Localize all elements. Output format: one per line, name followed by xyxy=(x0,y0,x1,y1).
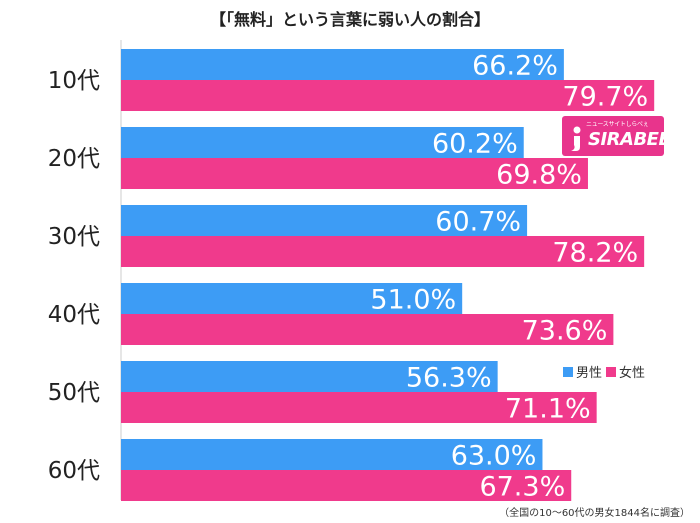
bar-label-male: 60.7% xyxy=(435,207,521,238)
bar-female xyxy=(121,80,655,111)
bar-male xyxy=(121,205,528,236)
bar-label-male: 66.2% xyxy=(472,51,558,82)
bar-female xyxy=(121,392,597,423)
bar-label-female: 69.8% xyxy=(496,160,582,191)
bar-female xyxy=(121,236,645,267)
bar-label-female: 71.1% xyxy=(505,394,591,425)
bar-male xyxy=(121,127,524,158)
logo-tagline: ニュースサイトしらべぇ xyxy=(586,121,649,128)
logo-i-icon xyxy=(571,126,581,151)
bar-label-female: 73.6% xyxy=(522,316,608,347)
bar-label-male: 51.0% xyxy=(370,285,456,316)
legend-male-label: 男性 xyxy=(576,366,603,381)
survey-note: （全国の10～60代の男女1844名に調査） xyxy=(499,508,690,519)
bar-label-male: 63.0% xyxy=(451,441,537,472)
category-label: 50代 xyxy=(48,380,100,406)
legend-male-swatch xyxy=(563,366,573,377)
category-label: 10代 xyxy=(48,68,100,94)
bar-male xyxy=(121,439,543,470)
category-label: 40代 xyxy=(48,302,100,328)
bar-female xyxy=(121,158,588,189)
bar-female xyxy=(121,470,572,501)
legend-female-label: 女性 xyxy=(619,366,646,381)
legend-female-swatch xyxy=(606,366,617,377)
bar-label-male: 60.2% xyxy=(432,129,518,160)
legend-male: 男性 xyxy=(563,362,602,381)
category-label: 60代 xyxy=(48,458,100,484)
bar-female xyxy=(121,314,614,345)
legend: 男性 女性 xyxy=(563,362,650,381)
logo-name: SIRABEE xyxy=(588,129,664,150)
category-label: 20代 xyxy=(48,146,100,172)
bar-label-male: 56.3% xyxy=(406,363,492,394)
category-label: 30代 xyxy=(48,224,100,250)
bar-label-female: 79.7% xyxy=(562,82,648,113)
bar-male xyxy=(121,49,564,80)
bar-male xyxy=(121,361,498,392)
chart-title: 【「無料」という言葉に弱い人の割合】 xyxy=(209,10,490,29)
legend-female: 女性 xyxy=(606,362,645,381)
bar-male xyxy=(121,283,463,314)
sirabee-logo: ニュースサイトしらべぇ SIRABEE xyxy=(562,116,664,156)
bar-label-female: 78.2% xyxy=(552,238,638,269)
bar-label-female: 67.3% xyxy=(479,472,565,503)
